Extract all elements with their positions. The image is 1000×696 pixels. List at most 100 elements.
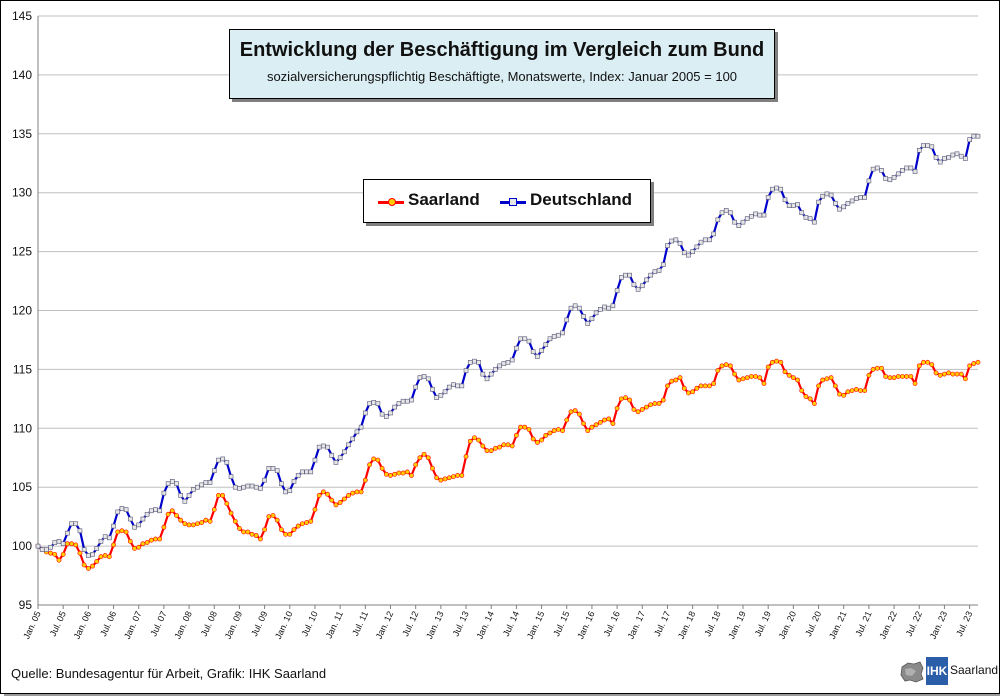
data-point-deutschland [39,547,45,552]
data-point-deutschland [711,231,716,237]
title-box: Entwicklung der Beschäftigung im Verglei… [229,29,775,99]
data-point-deutschland [862,195,867,200]
data-point-deutschland [975,133,981,139]
data-point-saarland [740,376,746,382]
data-point-deutschland [543,342,549,347]
data-point-deutschland [539,348,544,353]
data-point-saarland [375,457,381,463]
data-point-deutschland [627,272,632,278]
data-point-saarland [698,383,704,389]
x-tick-label: Jul. 20 [803,610,823,638]
data-point-saarland [837,391,842,397]
data-point-deutschland [858,195,863,200]
data-point-saarland [715,368,721,373]
data-point-saarland [921,359,926,365]
data-point-saarland [769,359,775,365]
data-point-saarland [853,387,859,392]
data-point-saarland [963,376,968,382]
data-point-saarland [694,385,700,391]
data-point-deutschland [342,449,347,455]
data-point-deutschland [614,288,620,293]
data-point-deutschland [698,239,704,245]
data-point-deutschland [153,507,158,512]
data-point-saarland [396,470,402,476]
data-point-deutschland [220,456,225,462]
data-point-saarland [266,514,272,520]
data-point-saarland [576,411,582,417]
data-point-saarland [224,501,230,507]
data-point-deutschland [90,552,95,557]
data-point-deutschland [598,307,603,312]
data-point-saarland [505,442,511,448]
data-point-deutschland [950,152,956,158]
data-point-saarland [299,521,305,527]
data-point-saarland [274,517,280,523]
data-point-saarland [367,462,372,468]
ihk-logo: IHK Saarland [899,657,998,687]
data-point-saarland [958,371,964,377]
data-point-saarland [568,409,574,415]
data-point-deutschland [241,484,246,490]
data-point-deutschland [144,511,150,517]
data-point-saarland [106,554,112,560]
data-point-saarland [157,536,163,542]
data-point-deutschland [258,486,263,491]
y-tick-label: 140 [12,68,32,82]
x-tick-label: Jan. 07 [122,610,144,641]
x-tick-label: Jul. 15 [551,610,571,638]
data-point-saarland [858,388,863,394]
data-point-saarland [413,462,419,468]
data-point-deutschland [551,334,557,339]
data-point-deutschland [753,211,758,217]
data-point-deutschland [409,397,414,403]
data-point-deutschland [530,349,536,355]
source-note: Quelle: Bundesagentur für Arbeit, Grafik… [11,666,327,681]
data-point-deutschland [556,332,561,338]
data-point-saarland [484,448,490,454]
data-point-saarland [732,371,738,377]
data-point-deutschland [908,165,914,171]
x-tick-label: Jul. 22 [904,610,924,638]
data-point-saarland [56,557,62,563]
x-tick-label: Jan. 08 [172,610,194,641]
data-point-deutschland [81,547,87,552]
data-point-deutschland [564,317,570,323]
data-point-saarland [866,372,872,378]
data-point-deutschland [463,368,469,373]
data-point-saarland [572,408,578,414]
x-tick-label: Jul. 12 [400,610,420,638]
data-point-deutschland [136,522,142,528]
x-tick-label: Jul. 17 [652,610,672,638]
legend-saarland-label: Saarland [408,190,480,209]
data-point-saarland [614,405,620,411]
data-point-saarland [795,377,800,383]
data-point-saarland [639,407,645,412]
data-point-deutschland [300,469,305,475]
data-point-deutschland [635,286,641,292]
data-point-saarland [832,383,838,389]
data-point-saarland [220,493,226,498]
data-point-saarland [602,417,607,423]
data-point-deutschland [577,305,582,311]
data-point-saarland [98,554,104,560]
data-point-saarland [48,550,53,556]
data-point-saarland [635,409,641,415]
data-point-saarland [539,437,544,443]
data-point-saarland [379,465,385,471]
data-point-saarland [451,474,456,479]
data-point-saarland [417,455,423,461]
data-point-deutschland [102,534,108,539]
data-point-saarland [933,370,939,376]
x-tick-label: Jan. 13 [424,610,446,641]
data-point-saarland [446,475,452,481]
data-point-saarland [723,362,729,368]
data-point-deutschland [400,398,406,404]
data-point-saarland [211,507,217,512]
data-point-saarland [341,496,347,502]
data-point-saarland [123,529,129,535]
data-point-deutschland [535,354,540,359]
data-point-saarland [677,375,683,381]
data-point-deutschland [455,383,460,389]
data-point-deutschland [828,192,834,198]
data-point-deutschland [610,303,616,309]
